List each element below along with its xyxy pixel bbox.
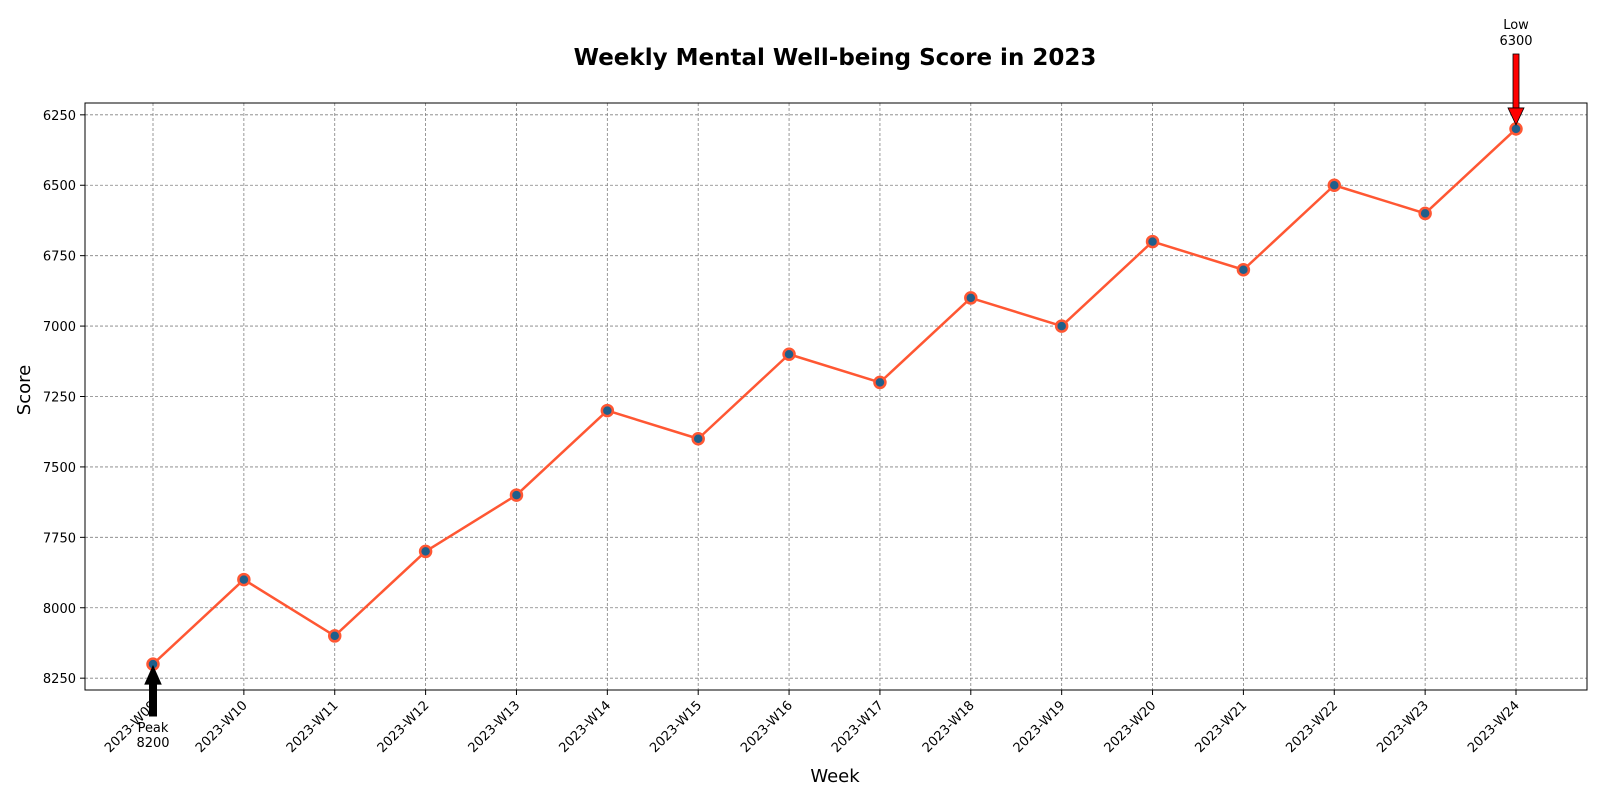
series-line — [152, 127, 1517, 666]
annotation-arrowhead — [1507, 107, 1525, 126]
data-point — [237, 572, 251, 587]
annotation-value: 8200 — [136, 736, 169, 751]
x-tick-label: 2023-W24 — [1465, 698, 1523, 756]
annotation-value: 6300 — [1499, 34, 1532, 49]
x-tick-label: 2023-W17 — [829, 698, 887, 756]
x-tick-label: 2023-W13 — [466, 698, 524, 756]
y-tick-label: 6250 — [43, 109, 76, 124]
x-tick-label: 2023-W23 — [1374, 698, 1432, 756]
x-tick-label: 2023-W10 — [193, 698, 251, 756]
x-axis-label: Week — [810, 766, 860, 787]
data-point — [873, 375, 887, 390]
y-tick-label: 6750 — [43, 250, 76, 265]
annotation-label: Peak — [138, 721, 169, 736]
x-tick-label: 2023-W18 — [920, 698, 978, 756]
x-tick-label: 2023-W21 — [1192, 698, 1250, 756]
x-tick-label: 2023-W11 — [284, 698, 342, 756]
data-point — [600, 403, 615, 418]
x-tick-label: 2023-W12 — [375, 698, 433, 756]
data-points — [146, 122, 1523, 671]
y-tick-label: 8000 — [43, 602, 76, 617]
annotation-arrow — [149, 681, 157, 717]
annotation-arrowhead — [144, 664, 162, 685]
data-point — [964, 291, 978, 305]
data-point — [1054, 319, 1069, 333]
y-tick-label: 7500 — [43, 461, 76, 476]
annotation-label: Low — [1503, 18, 1529, 33]
data-point — [1145, 234, 1160, 249]
data-point — [691, 432, 705, 446]
y-tick-label: 7000 — [43, 320, 76, 335]
x-tick-label: 2023-W16 — [738, 698, 796, 756]
x-tick-label: 2023-W22 — [1283, 698, 1341, 756]
grid — [85, 103, 1587, 690]
y-tick-label: 7250 — [43, 391, 76, 406]
y-tick-label: 7750 — [43, 531, 76, 546]
data-point — [1418, 206, 1432, 221]
x-tick-label: 2023-W19 — [1011, 698, 1069, 756]
x-tick-label: 2023-W15 — [647, 698, 705, 756]
x-axis: 2023-W09 2023-W10 2023-W11 2023-W12 2023-W13… — [102, 690, 1523, 756]
data-point — [418, 544, 433, 559]
data-point — [1236, 262, 1251, 277]
annotation-arrow — [1512, 53, 1520, 110]
data-point — [782, 347, 796, 361]
data-point — [327, 629, 342, 643]
chart-title: Weekly Mental Well-being Score in 2023 — [574, 45, 1097, 71]
x-tick-label: 2023-W20 — [1102, 698, 1160, 756]
y-tick-label: 8250 — [43, 672, 76, 687]
y-tick-label: 6500 — [43, 179, 76, 194]
data-point — [1327, 178, 1342, 192]
y-axis-label: Score — [14, 365, 35, 415]
x-tick-label: 2023-W14 — [556, 698, 614, 756]
data-point — [509, 488, 524, 502]
y-axis: 6250 6500 6750 7000 7250 7500 7750 8000 8250 — [43, 109, 85, 687]
